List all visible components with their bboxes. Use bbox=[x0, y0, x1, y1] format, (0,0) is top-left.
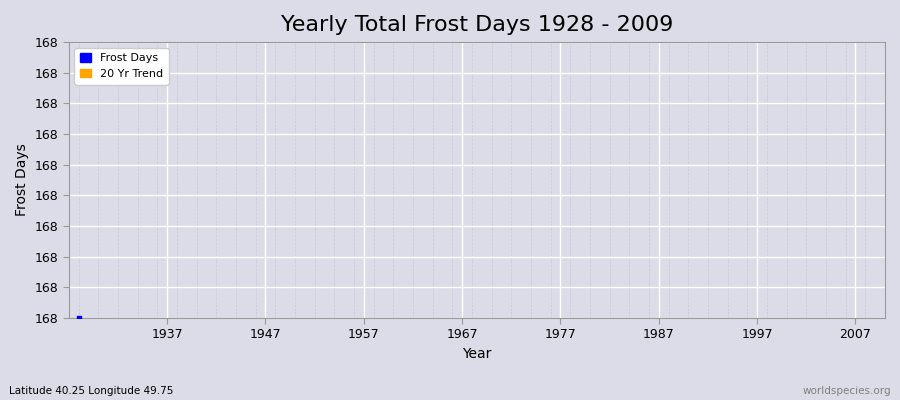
Title: Yearly Total Frost Days 1928 - 2009: Yearly Total Frost Days 1928 - 2009 bbox=[281, 15, 673, 35]
Y-axis label: Frost Days: Frost Days bbox=[15, 144, 29, 216]
X-axis label: Year: Year bbox=[463, 347, 491, 361]
Text: Latitude 40.25 Longitude 49.75: Latitude 40.25 Longitude 49.75 bbox=[9, 386, 174, 396]
Text: worldspecies.org: worldspecies.org bbox=[803, 386, 891, 396]
Legend: Frost Days, 20 Yr Trend: Frost Days, 20 Yr Trend bbox=[75, 48, 168, 84]
Point bbox=[71, 315, 86, 321]
